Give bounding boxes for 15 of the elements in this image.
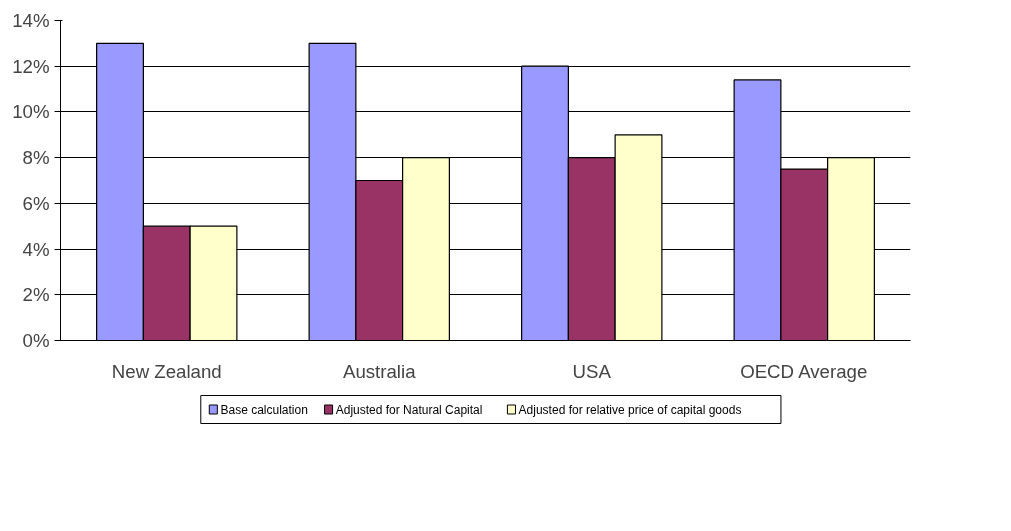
x-tick-label: Australia — [342, 360, 417, 382]
y-tick-label: 6% — [22, 192, 50, 214]
y-tick-label: 2% — [22, 284, 50, 306]
x-tick-label: OECD Average — [740, 360, 868, 382]
x-tick-label: New Zealand — [111, 360, 222, 382]
y-tick-label: 8% — [22, 147, 50, 169]
legend-label: Adjusted for relative price of capital goods — [518, 402, 742, 417]
y-tick-label: 4% — [22, 238, 50, 260]
y-tick-label: 10% — [12, 101, 50, 123]
legend-label: Adjusted for Natural Capital — [335, 402, 483, 417]
y-tick-label: 12% — [12, 55, 50, 77]
y-tick-label: 0% — [22, 330, 50, 351]
x-tick-label: USA — [572, 360, 612, 382]
y-tick-label: 14% — [12, 10, 50, 31]
legend-label: Base calculation — [220, 402, 308, 417]
